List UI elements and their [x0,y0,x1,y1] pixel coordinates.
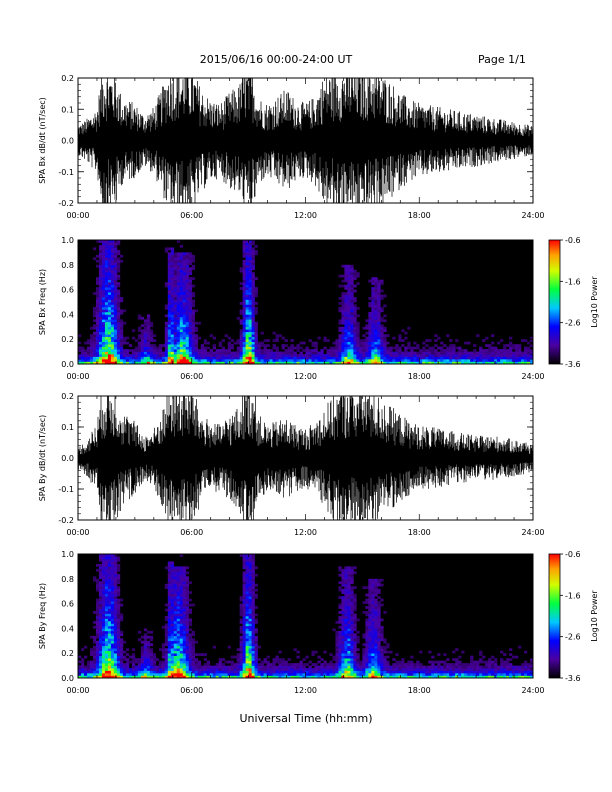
x-tick-label: 06:00 [180,211,203,220]
x-tick-label: 18:00 [408,211,431,220]
y-tick-label: 0.0 [61,360,74,369]
y-tick-label: -0.2 [58,199,74,208]
colorbar-label: Log10 Power [590,276,599,328]
x-tick-label: 12:00 [294,686,317,695]
x-tick-label: 18:00 [408,686,431,695]
x-tick-label: 24:00 [521,372,544,381]
x-tick-label: 00:00 [66,528,89,537]
y-tick-label: 1.0 [61,236,74,245]
x-tick-label: 18:00 [408,528,431,537]
x-tick-label: 00:00 [66,211,89,220]
y-tick-label: 0.0 [61,674,74,683]
page-title: 2015/06/16 00:00-24:00 UT [199,53,353,66]
x-tick-label: 06:00 [180,686,203,695]
x-tick-label: 00:00 [66,686,89,695]
x-tick-label: 06:00 [180,372,203,381]
colorbar-tick-label: -2.6 [565,633,581,642]
y-tick-label: 0.8 [61,261,74,270]
y-tick-label: -0.2 [58,516,74,525]
panel-2: -0.6 -1.6 -2.6 -3.6 Log10 Power 0.0 0.2 0.4 0.6 0… [38,236,599,381]
colorbar-tick-label: -2.6 [565,319,581,328]
y-tick-label: 0.2 [61,649,74,658]
colorbar: -0.6 -1.6 -2.6 -3.6 Log10 Power [548,550,599,683]
y-tick-label: 0.0 [61,137,74,146]
x-tick-label: 18:00 [408,372,431,381]
y-axis-label: SPA Bx dB/dt (nT/sec) [38,97,47,184]
page-number: Page 1/1 [478,53,526,66]
signal-trace [78,396,533,520]
y-tick-label: 1.0 [61,550,74,559]
y-tick-label: 0.6 [61,286,74,295]
y-tick-label: 0.2 [61,392,74,401]
y-tick-label: 0.2 [61,74,74,83]
y-tick-label: 0.4 [61,624,74,633]
colorbar-tick-label: -1.6 [565,591,581,600]
y-axis-label: SPA By dB/dt (nT/sec) [38,415,47,502]
x-tick-label: 12:00 [294,372,317,381]
x-tick-label: 12:00 [294,528,317,537]
colorbar-scale [548,239,561,365]
y-tick-label: 0.1 [61,423,74,432]
y-tick-label: -0.1 [58,485,74,494]
colorbar-scale [548,553,561,679]
x-axis-label: Universal Time (hh:mm) [239,712,373,725]
panel-3: -0.2 -0.1 0.0 0.1 0.2 00:00 06:00 12:00 18:00 24:… [38,392,545,537]
x-tick-label: 06:00 [180,528,203,537]
colorbar-tick-label: -3.6 [565,360,581,369]
y-tick-label: 0.8 [61,575,74,584]
colorbar-tick-label: -3.6 [565,674,581,683]
panel-4: -0.6 -1.6 -2.6 -3.6 Log10 Power 0.0 0.2 0.4 0.6 0… [38,550,599,695]
x-tick-label: 24:00 [521,528,544,537]
y-axis-label: SPA Bx Freq (Hz) [38,269,47,335]
x-tick-label: 24:00 [521,211,544,220]
y-tick-label: 0.0 [61,454,74,463]
y-tick-label: 0.1 [61,105,74,114]
colorbar-label: Log10 Power [590,590,599,642]
heatmap-cells [78,554,533,678]
x-tick-label: 00:00 [66,372,89,381]
heatmap-cells [78,240,533,364]
x-tick-label: 12:00 [294,211,317,220]
colorbar-tick-label: -1.6 [565,277,581,286]
colorbar: -0.6 -1.6 -2.6 -3.6 Log10 Power [548,236,599,369]
y-tick-label: 0.4 [61,310,74,319]
signal-trace [78,78,533,203]
y-tick-label: 0.6 [61,600,74,609]
colorbar-tick-label: -0.6 [565,550,581,559]
y-axis-label: SPA By Freq (Hz) [38,583,47,649]
panel-1: -0.2 -0.1 0.0 0.1 0.2 00:00 06:00 12:00 18:00 24:… [38,74,545,220]
y-tick-label: -0.1 [58,168,74,177]
x-tick-label: 24:00 [521,686,544,695]
y-tick-label: 0.2 [61,335,74,344]
colorbar-tick-label: -0.6 [565,236,581,245]
